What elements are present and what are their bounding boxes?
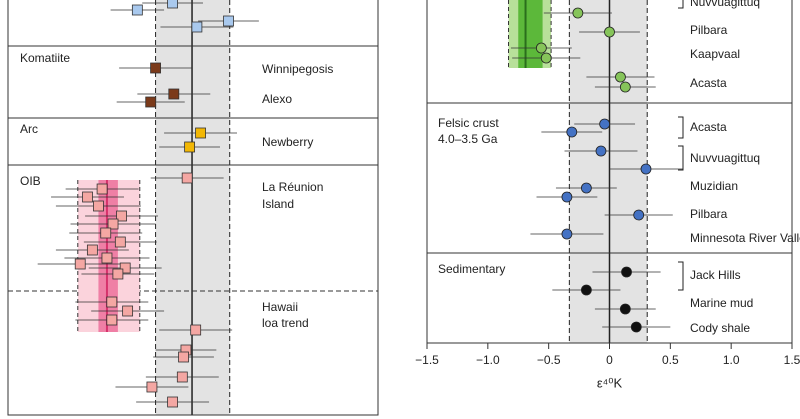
sample-label: Hawaii	[262, 300, 298, 314]
data-point	[595, 145, 607, 157]
data-point	[580, 182, 592, 194]
data-point	[122, 305, 134, 317]
sample-label: Island	[262, 197, 294, 211]
data-point	[604, 26, 615, 38]
data-point	[184, 141, 196, 153]
data-point	[181, 172, 193, 184]
data-point	[131, 4, 143, 16]
data-point	[191, 21, 203, 33]
data-point	[107, 218, 119, 230]
data-point	[93, 200, 104, 212]
data-point	[101, 252, 113, 264]
data-point	[167, 0, 178, 9]
data-point	[619, 81, 631, 93]
data-point	[572, 7, 584, 19]
sample-label: Minnesota River Valley	[690, 231, 800, 245]
data-point	[146, 381, 158, 393]
data-point	[619, 303, 631, 315]
bracket	[678, 0, 684, 9]
data-point	[190, 324, 202, 336]
group-name: OIB	[20, 174, 41, 188]
data-point	[561, 228, 573, 240]
data-point	[106, 296, 118, 308]
data-point	[116, 210, 127, 222]
data-point	[74, 258, 86, 270]
sample-label: Kaapvaal	[690, 47, 740, 61]
sample-label: Acasta	[690, 120, 727, 134]
x-tick-label: 1.5	[784, 353, 800, 367]
group-name: 4.0–3.5 Ga	[438, 132, 498, 146]
data-point	[112, 268, 124, 280]
data-point	[540, 52, 552, 64]
sample-label: La Réunion	[262, 180, 323, 194]
panel: Nuvvuagittuq Pilbara Kaapvaal Acasta Felsic …	[415, 0, 800, 390]
data-point	[100, 227, 112, 239]
data-point	[535, 42, 547, 54]
panel-frame	[7, 0, 379, 416]
x-tick-label: −0.5	[537, 353, 561, 367]
sample-label: Newberry	[262, 135, 313, 149]
data-point	[580, 284, 592, 296]
sample-label: Acasta	[690, 76, 727, 90]
data-point	[82, 191, 93, 203]
bracket	[678, 145, 684, 171]
sample-label: Pilbara	[690, 23, 728, 37]
group-name: Komatiite	[20, 51, 70, 65]
data-point	[167, 396, 178, 408]
x-tick-label: 1.0	[723, 353, 740, 367]
data-point	[561, 191, 573, 203]
data-point	[615, 71, 626, 83]
data-point	[150, 62, 161, 74]
data-point	[178, 351, 189, 363]
data-point	[630, 321, 642, 333]
sample-label: Pilbara	[690, 207, 728, 221]
average-band	[518, 0, 543, 68]
x-axis-label: ε⁴⁰K	[597, 375, 623, 390]
sample-label: Nuvvuagittuq	[690, 151, 760, 165]
data-point	[621, 266, 632, 278]
group-name: Sedimentary	[438, 262, 505, 276]
data-point	[640, 163, 652, 175]
data-point	[195, 127, 206, 139]
bracket	[678, 261, 684, 291]
sample-label: Alexo	[262, 92, 292, 106]
sample-label: Winnipegosis	[262, 62, 333, 76]
reference-band	[569, 0, 648, 343]
data-point	[176, 371, 188, 383]
data-point	[114, 236, 126, 248]
data-point	[145, 96, 157, 108]
sample-label: Jack Hills	[690, 268, 741, 282]
group-name: Felsic crust	[438, 116, 499, 130]
x-tick-label: 0	[606, 353, 613, 367]
data-point	[96, 183, 108, 195]
sample-label: Cody shale	[690, 321, 750, 335]
x-tick-label: −1.5	[415, 353, 439, 367]
data-point	[566, 126, 578, 138]
data-point	[599, 118, 611, 130]
x-tick-label: 0.5	[662, 353, 679, 367]
sample-label: Nuvvuagittuq	[690, 0, 760, 9]
panel: Komatiite Winnipegosis Alexo Arc Newberry OIB…	[7, 0, 379, 416]
group-name: Arc	[20, 122, 38, 136]
data-point	[86, 244, 98, 256]
sample-label: loa trend	[262, 316, 309, 330]
bracket	[678, 116, 684, 139]
data-point	[223, 15, 234, 27]
sample-label: Muzidian	[690, 179, 738, 193]
data-point	[106, 314, 118, 326]
sample-label: Marine mud	[690, 296, 753, 310]
data-point	[168, 88, 180, 100]
data-point	[119, 262, 131, 274]
data-point	[633, 209, 645, 221]
x-tick-label: −1.0	[476, 353, 500, 367]
